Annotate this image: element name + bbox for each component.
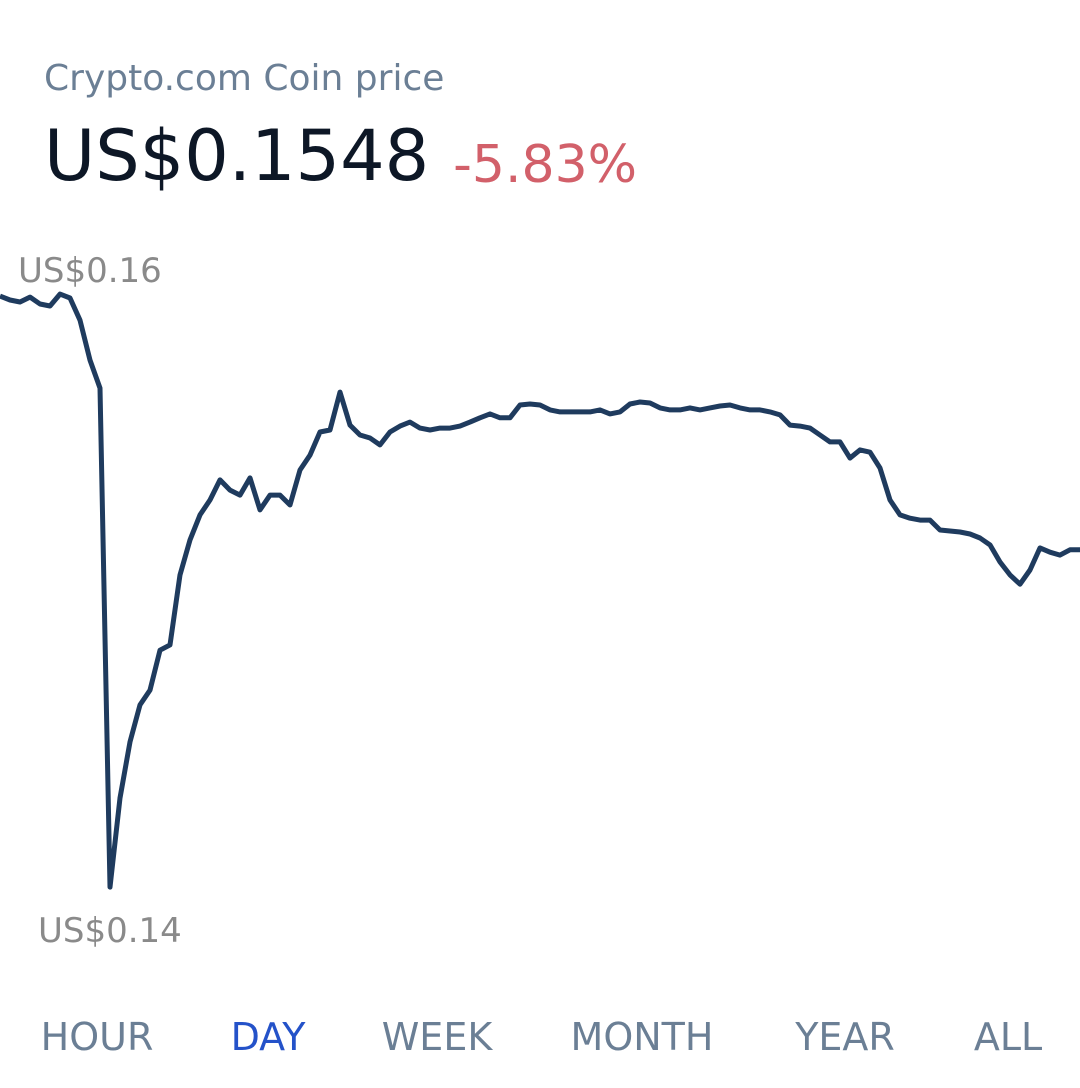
coin-title: Crypto.com Coin price [44, 58, 444, 99]
y-tick-label: US$0.16 [18, 251, 162, 291]
price-line [0, 291, 1080, 890]
time-range-tab[interactable]: YEAR [794, 1015, 895, 1059]
price-change: -5.83% [453, 135, 637, 195]
time-range-tab[interactable]: DAY [231, 1015, 307, 1059]
time-range-tab[interactable]: HOUR [41, 1015, 154, 1059]
time-range-tab[interactable]: ALL [974, 1015, 1042, 1059]
current-price: US$0.1548 [44, 115, 429, 197]
time-range-tab[interactable]: WEEK [382, 1015, 494, 1059]
y-tick-label: US$0.14 [38, 911, 182, 951]
time-range-tab[interactable]: MONTH [571, 1015, 714, 1059]
